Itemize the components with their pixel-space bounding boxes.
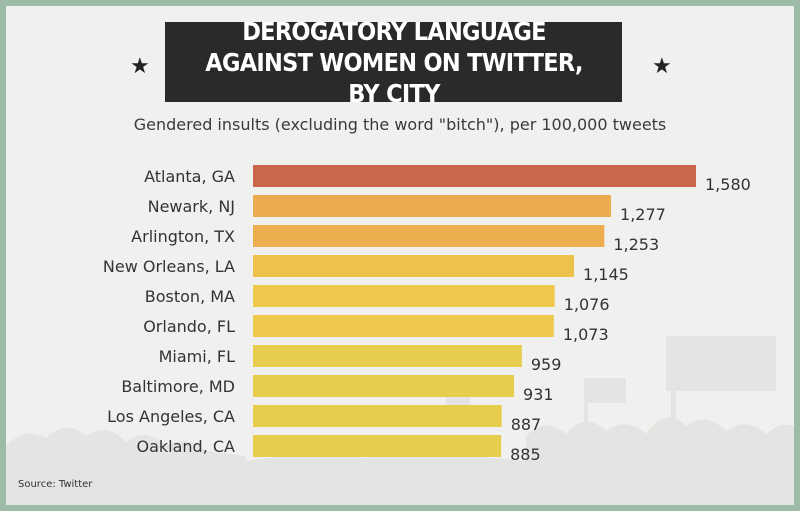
value-label: 1,145 [583,265,629,284]
bar [253,315,554,337]
value-label: 885 [510,445,541,464]
chart-title: DEROGATORY LANGUAGE AGAINST WOMEN ON TWI… [204,16,583,108]
star-icon: ★ [130,54,150,79]
category-label: Baltimore, MD [121,377,235,396]
bar [253,345,522,367]
bar [253,375,515,397]
bar [253,165,696,187]
bar [253,405,502,427]
value-label: 959 [531,355,562,374]
bar [253,435,502,457]
value-label: 1,076 [564,295,610,314]
category-label: Orlando, FL [143,317,235,336]
crowd-silhouette-background [6,336,794,505]
category-label: New Orleans, LA [103,257,235,276]
bar [253,195,612,217]
category-label: Newark, NJ [148,197,235,216]
title-box: DEROGATORY LANGUAGE AGAINST WOMEN ON TWI… [165,17,622,108]
category-label: Oakland, CA [137,437,236,456]
star-icon: ★ [652,54,672,79]
chart-subtitle: Gendered insults (excluding the word "bi… [133,115,667,134]
infographic-frame: ★ DEROGATORY LANGUAGE AGAINST WOMEN ON T… [6,6,794,505]
bar [253,225,605,247]
value-label: 1,073 [563,325,609,344]
value-label: 1,580 [705,175,751,194]
category-label: Los Angeles, CA [107,407,235,426]
value-label: 887 [511,415,542,434]
value-label: 1,277 [620,205,666,224]
bar-chart: Atlanta, GA 1,580 Newark, NJ 1,277 Arlington… [103,165,751,464]
category-label: Arlington, TX [131,227,235,246]
bar [253,255,575,277]
category-label: Miami, FL [159,347,235,366]
category-label: Atlanta, GA [144,167,235,186]
source-note: Source: Twitter [18,479,93,490]
value-label: 1,253 [613,235,659,254]
category-label: Boston, MA [145,287,235,306]
bar [253,285,555,307]
value-label: 931 [523,385,554,404]
